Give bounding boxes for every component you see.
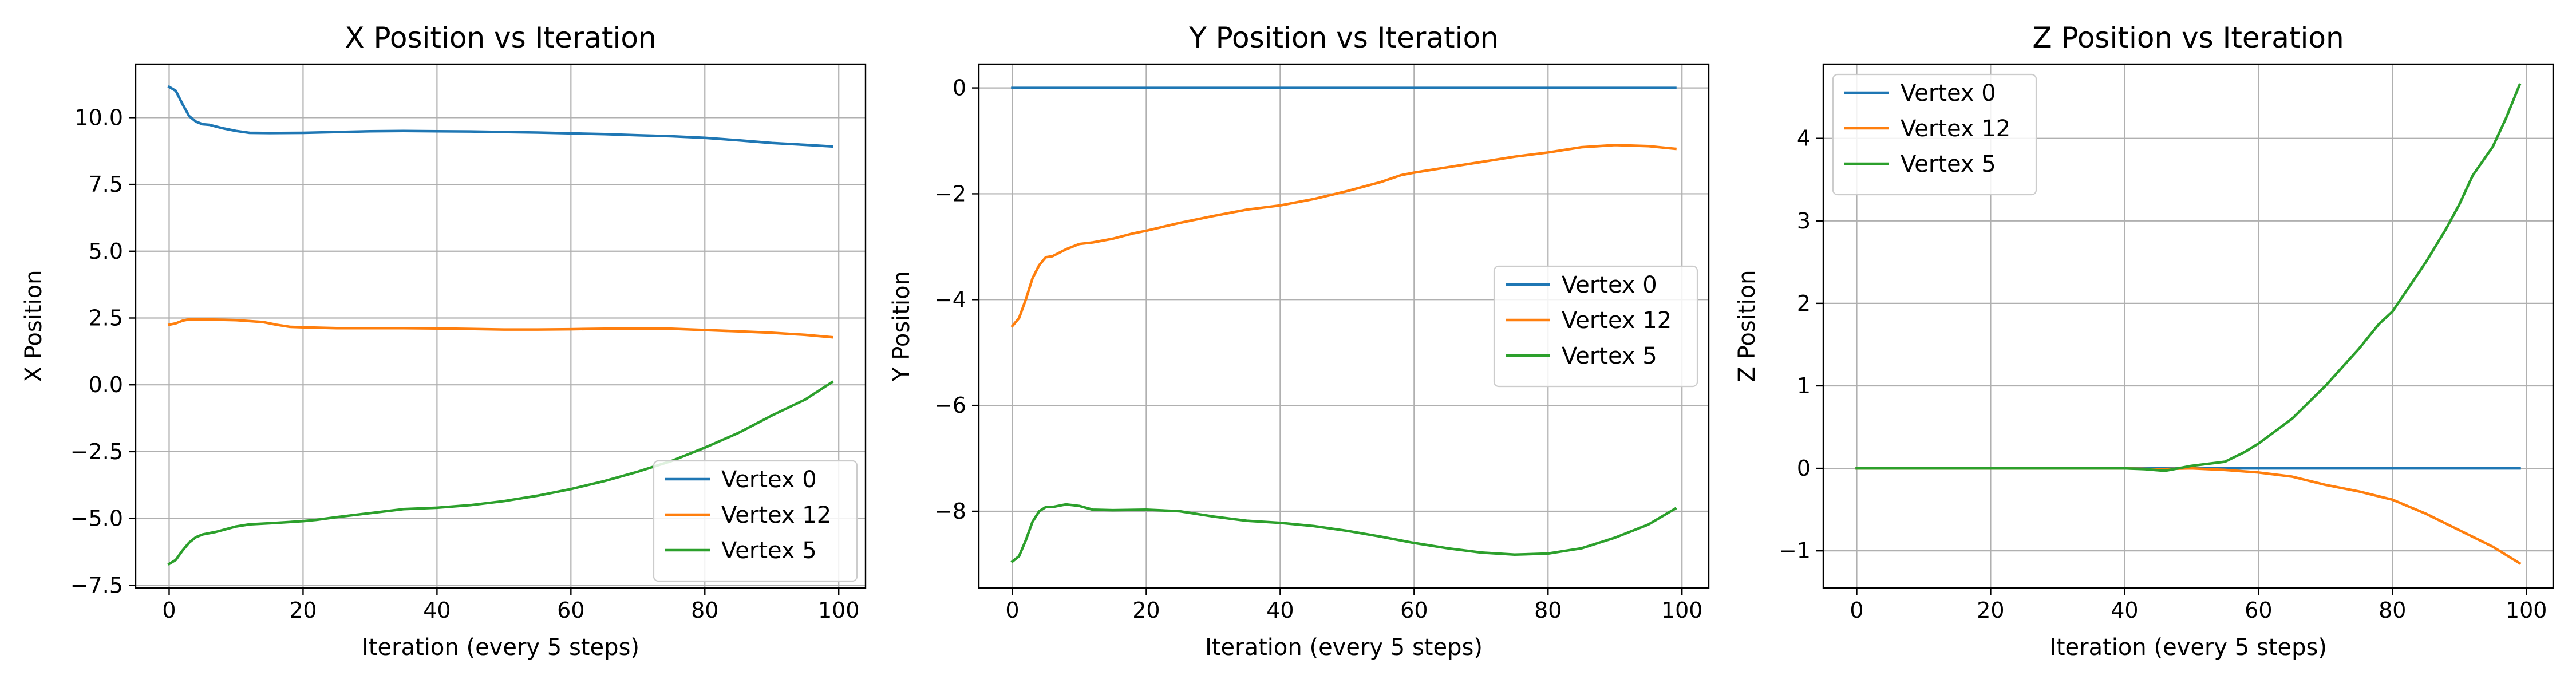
y-tick-label: −8 xyxy=(934,499,966,524)
chart-title: Z Position vs Iteration xyxy=(2032,21,2344,54)
legend-label-0: Vertex 0 xyxy=(721,467,817,493)
x-axis-label: Iteration (every 5 steps) xyxy=(2049,634,2327,661)
series-line-1 xyxy=(1855,467,2522,565)
legend-label-1: Vertex 12 xyxy=(721,502,831,528)
legend-label-0: Vertex 0 xyxy=(1901,80,1996,106)
legend-label-2: Vertex 5 xyxy=(1901,151,1996,177)
legend-label-1: Vertex 12 xyxy=(1901,116,2010,142)
y-axis-label: X Position xyxy=(21,270,47,382)
x-tick-label: 20 xyxy=(1132,598,1160,623)
x-tick-label: 80 xyxy=(1534,598,1562,623)
x-tick-label: 60 xyxy=(2245,598,2272,623)
x-tick-label: 20 xyxy=(1977,598,2004,623)
legend: Vertex 0 Vertex 12 Vertex 5 xyxy=(653,460,858,582)
axes-frame xyxy=(1822,63,2554,589)
x-tick-label: 100 xyxy=(1661,598,1703,623)
series-line-0 xyxy=(167,85,833,148)
y-tick-label: 0 xyxy=(953,76,966,101)
y-tick-label: −2 xyxy=(934,181,966,206)
chart-panel-1: 0 20 40 60 80 100 −8 −6 −4 −2 0 Y Position vs Itera… xyxy=(888,21,1710,661)
legend-label-1: Vertex 12 xyxy=(1562,307,1672,334)
chart-panel-2: 0 20 40 60 80 100 −1 0 1 2 3 4 Z Position vs Iterati… xyxy=(1734,21,2554,661)
x-tick-label: 60 xyxy=(1400,598,1428,623)
x-tick-label: 60 xyxy=(557,598,584,623)
y-tick-label: 10.0 xyxy=(74,105,123,130)
series-line-1 xyxy=(167,318,833,339)
y-tick-label: −5.0 xyxy=(70,506,123,531)
x-tick-label: 80 xyxy=(691,598,718,623)
y-axis-label: Y Position xyxy=(888,271,915,382)
y-tick-label: 2 xyxy=(1797,291,1811,316)
x-tick-label: 0 xyxy=(1005,598,1019,623)
y-tick-label: 7.5 xyxy=(89,172,123,197)
chart-panel-0: 0 20 40 60 80 100 −7.5 −5.0 −2.5 0.0 2.5 5.0 7.5 10.0… xyxy=(21,21,867,661)
legend: Vertex 0 Vertex 12 Vertex 5 xyxy=(1493,265,1698,388)
y-tick-label: −7.5 xyxy=(70,572,123,598)
axes-frame xyxy=(135,63,867,589)
y-tick-label: 2.5 xyxy=(89,305,123,330)
series-line-2 xyxy=(167,380,834,566)
x-tick-label: 100 xyxy=(818,598,860,623)
legend: Vertex 0 Vertex 12 Vertex 5 xyxy=(1832,73,2037,196)
chart-title: X Position vs Iteration xyxy=(345,21,656,54)
y-tick-label: −2.5 xyxy=(70,439,123,464)
chart-title: Y Position vs Iteration xyxy=(1188,21,1499,54)
x-tick-label: 20 xyxy=(289,598,317,623)
x-tick-label: 40 xyxy=(1266,598,1294,623)
series-line-1 xyxy=(1010,144,1677,328)
axes-frame xyxy=(978,63,1710,589)
legend-label-2: Vertex 5 xyxy=(1562,343,1657,369)
y-axis-label: Z Position xyxy=(1734,270,1760,382)
series-line-2 xyxy=(1010,503,1677,563)
y-tick-label: 4 xyxy=(1797,126,1811,151)
x-tick-label: 100 xyxy=(2506,598,2547,623)
x-tick-label: 0 xyxy=(162,598,176,623)
y-tick-label: −4 xyxy=(934,287,966,312)
x-tick-label: 40 xyxy=(423,598,451,623)
x-tick-label: 0 xyxy=(1850,598,1863,623)
y-tick-label: 0 xyxy=(1797,456,1811,481)
y-tick-label: 1 xyxy=(1797,373,1811,398)
x-tick-label: 40 xyxy=(2111,598,2138,623)
y-tick-label: −1 xyxy=(1779,538,1811,563)
y-tick-label: 5.0 xyxy=(89,239,123,264)
series-line-2 xyxy=(1855,83,2522,472)
y-tick-label: −6 xyxy=(934,393,966,418)
x-axis-label: Iteration (every 5 steps) xyxy=(362,634,639,661)
y-tick-label: 3 xyxy=(1797,208,1811,234)
legend-label-0: Vertex 0 xyxy=(1562,272,1657,298)
x-axis-label: Iteration (every 5 steps) xyxy=(1205,634,1483,661)
x-tick-label: 80 xyxy=(2379,598,2406,623)
legend-label-2: Vertex 5 xyxy=(721,538,817,564)
y-tick-label: 0.0 xyxy=(89,372,123,397)
